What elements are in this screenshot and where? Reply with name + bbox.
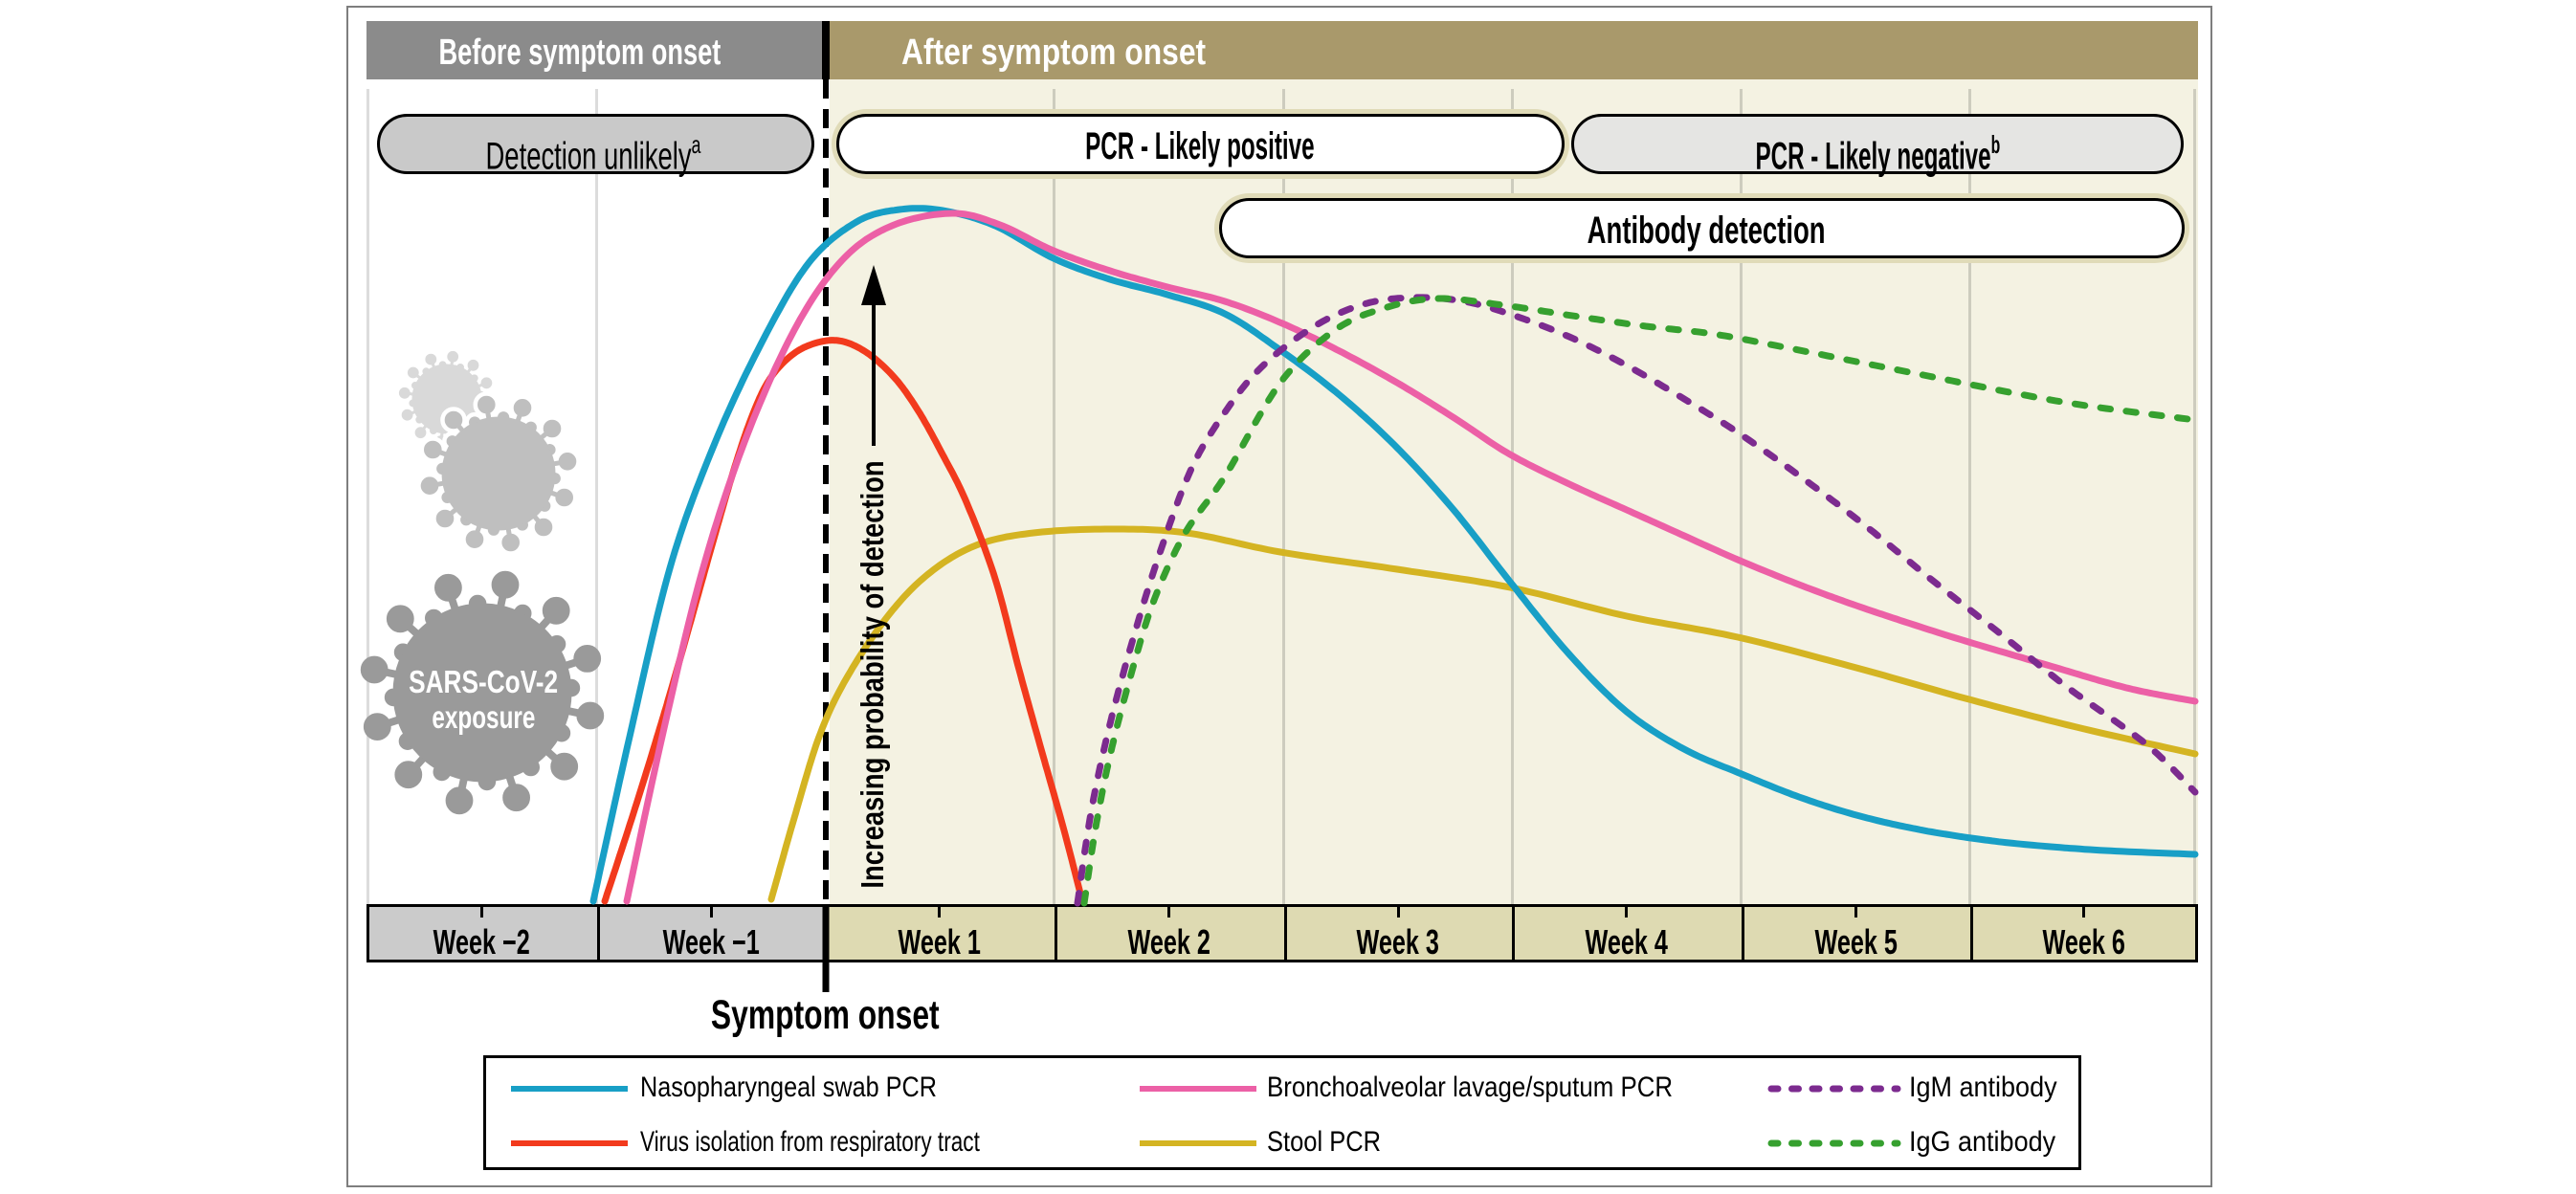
svg-text:Increasing probability of dete: Increasing probability of detection [856, 460, 891, 888]
